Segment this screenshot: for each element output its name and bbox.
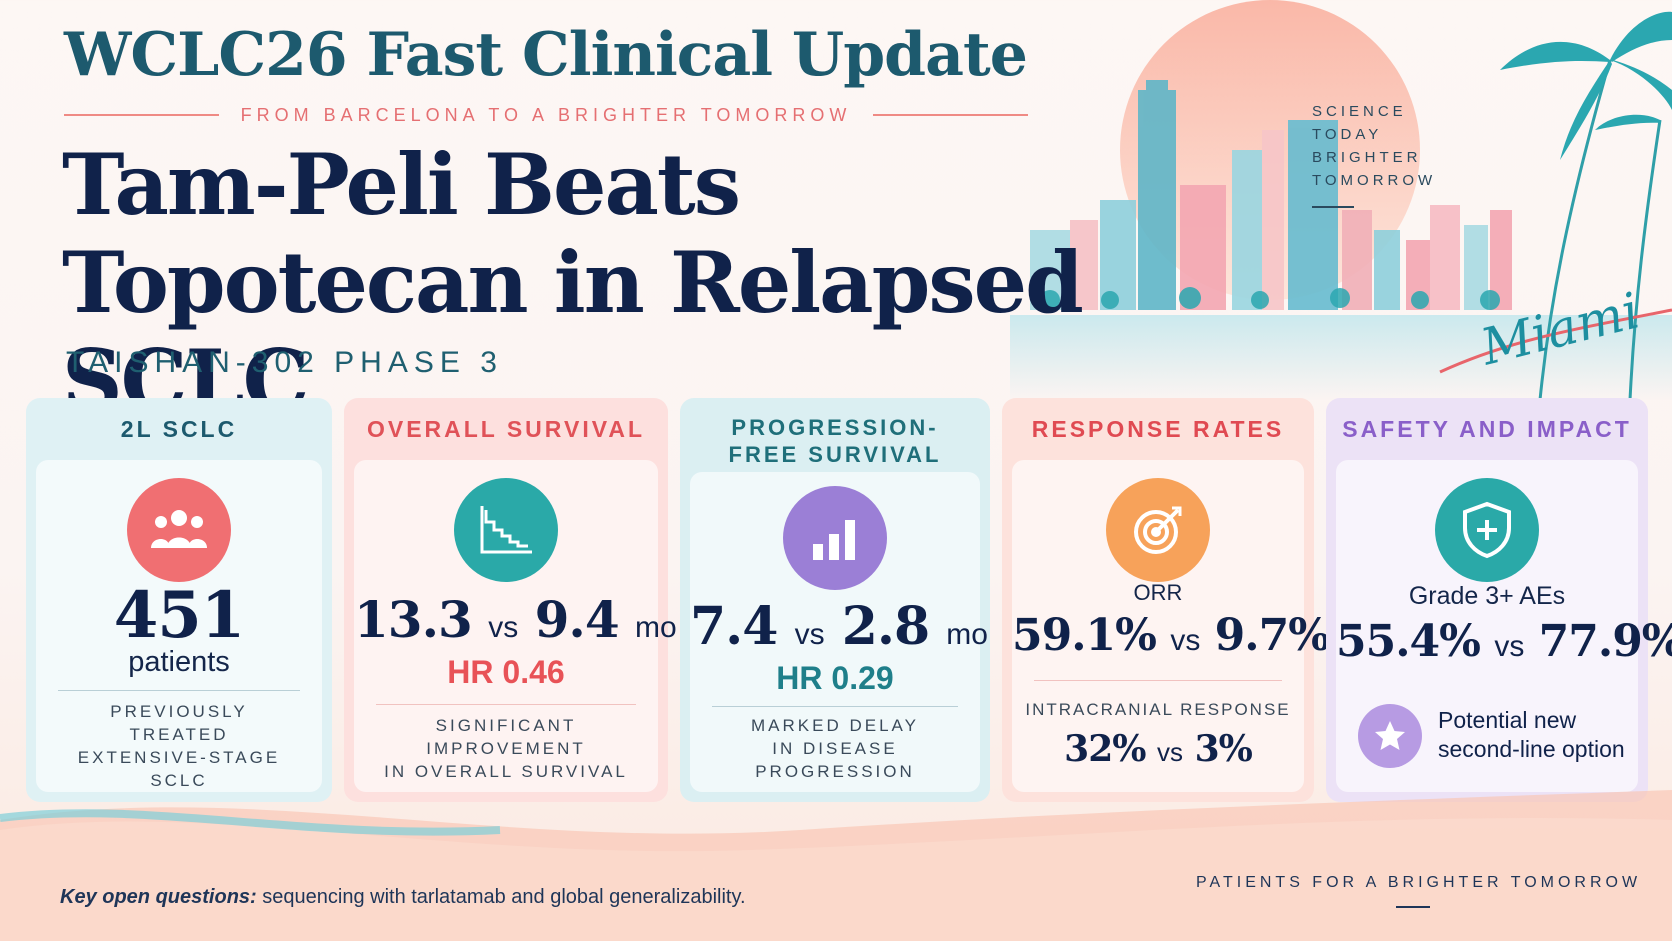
os-control: 9.4 [534, 590, 620, 649]
os-treatment: 13.3 [354, 590, 473, 649]
orr-label: ORR [1133, 580, 1183, 605]
tagline-rule [1312, 206, 1354, 208]
footer-tagline: PATIENTS FOR A BRIGHTER TOMORROW [1196, 874, 1642, 891]
star-icon [1358, 704, 1422, 768]
orr-values: 59.1% vs 9.7% [1012, 610, 1330, 661]
note-line: SIGNIFICANT [435, 716, 577, 735]
miami-skyline-illustration [1010, 0, 1672, 400]
tagline-line: BRIGHTER [1312, 149, 1422, 166]
intracranial-values: 32% vs 3% [1012, 728, 1304, 770]
divider [376, 704, 636, 705]
impact-line: Potential new [1438, 707, 1577, 733]
intracranial-treatment: 32% [1064, 728, 1146, 770]
unit-label: mo [946, 618, 988, 651]
tagline-bar: FROM BARCELONA TO A BRIGHTER TOMORROW [64, 104, 1029, 126]
bar-chart-icon [783, 486, 887, 590]
card-body: ORR 59.1% vs 9.7% INTRACRANIAL RESPONSE … [1012, 460, 1330, 792]
orr-control: 9.7% [1214, 610, 1330, 661]
unit-label: mo [635, 611, 677, 644]
card-title: SAFETY AND IMPACT [1342, 416, 1632, 442]
shield-icon [1435, 478, 1539, 582]
science-tagline: SCIENCE TODAY BRIGHTER TOMORROW [1312, 100, 1436, 208]
card-body: 13.3 vs 9.4 mo HR 0.46 SIGNIFICANT IMPRO… [354, 460, 677, 792]
intracranial-label: INTRACRANIAL RESPONSE [1025, 700, 1291, 719]
target-icon [1106, 478, 1210, 582]
card-safety-impact: SAFETY AND IMPACT Grade 3+ AEs 55.4% vs … [1326, 398, 1672, 802]
card-title: PROGRESSION-FREE SURVIVAL [728, 415, 942, 467]
tagline-text: FROM BARCELONA TO A BRIGHTER TOMORROW [240, 104, 852, 125]
questions-text: sequencing with tarlatamab and global ge… [256, 886, 746, 908]
divider [712, 706, 958, 707]
card-title: OVERALL SURVIVAL [366, 416, 646, 442]
note-line: SCLC [150, 771, 208, 790]
hazard-ratio: HR 0.46 [447, 654, 565, 690]
tagline-rule-right [873, 114, 1029, 116]
note-line: IN OVERALL SURVIVAL [384, 762, 628, 781]
pfs-values: 7.4 vs 2.8 mo [690, 596, 988, 657]
patient-unit: patients [128, 646, 230, 678]
tagline-rule-left [64, 114, 219, 116]
divider [1034, 680, 1282, 681]
tagline-line: TODAY [1312, 126, 1383, 143]
divider [58, 690, 300, 691]
card-note: MARKED DELAY IN DISEASE PROGRESSION [700, 714, 970, 783]
ae-label: Grade 3+ AEs [1408, 582, 1566, 610]
note-line: TREATED [129, 725, 229, 744]
vs-label: vs [794, 618, 825, 651]
card-body: 7.4 vs 2.8 mo HR 0.29 MARKED DELAY IN DI… [690, 472, 988, 792]
headline: Tam-Peli Beats Topotecan in Relapsed SCL… [62, 135, 1084, 430]
card-response-rates: RESPONSE RATES ORR 59.1% vs 9.7% INTRACR… [1002, 398, 1330, 802]
intracranial-control: 3% [1194, 728, 1253, 770]
ae-values: 55.4% vs 77.9% [1336, 616, 1672, 667]
hazard-ratio: HR 0.29 [776, 660, 894, 696]
note-line: PROGRESSION [755, 762, 915, 781]
bottom-wave-decoration [0, 790, 1672, 941]
orr-treatment: 59.1% [1012, 610, 1157, 661]
note-line: EXTENSIVE-STAGE [77, 748, 281, 767]
card-title: 2L SCLC [120, 416, 238, 442]
card-title: RESPONSE RATES [1031, 416, 1285, 442]
card-body: Grade 3+ AEs 55.4% vs 77.9% Potential ne… [1336, 460, 1672, 792]
trial-name: TAISHAN-302 PHASE 3 [66, 346, 503, 379]
event-title: WCLC26 Fast Clinical Update [64, 20, 1028, 90]
card-2l-sclc: 2L SCLC 451 patients PREVIOUSLY TREATED … [26, 398, 332, 802]
card-overall-survival: OVERALL SURVIVAL 13.3 vs 9.4 mo HR 0.46 … [344, 398, 677, 802]
impact-text: Potential new second-line option [1438, 706, 1625, 764]
card-note: SIGNIFICANT IMPROVEMENT IN OVERALL SURVI… [364, 714, 648, 783]
note-line: IMPROVEMENT [426, 739, 586, 758]
note-line: PREVIOUSLY [110, 702, 248, 721]
ae-control: 77.9% [1538, 616, 1672, 667]
ae-treatment: 55.4% [1336, 616, 1481, 667]
footer-rule [1396, 906, 1430, 908]
questions-label: Key open questions: [60, 886, 257, 908]
pfs-treatment: 7.4 [690, 596, 778, 657]
vs-label: vs [1170, 624, 1201, 657]
os-values: 13.3 vs 9.4 mo [354, 590, 677, 649]
patient-count: 451 [113, 578, 246, 653]
tagline-line: TOMORROW [1312, 172, 1437, 189]
card-progression-free-survival: PROGRESSION-FREE SURVIVAL 7.4 vs 2.8 mo … [680, 398, 990, 802]
card-note: PREVIOUSLY TREATED EXTENSIVE-STAGE SCLC [46, 700, 312, 792]
open-questions: Key open questions: sequencing with tarl… [60, 886, 746, 909]
vs-label: vs [1157, 737, 1184, 767]
note-line: IN DISEASE [772, 739, 898, 758]
tagline-line: SCIENCE [1312, 103, 1407, 120]
vs-label: vs [1494, 630, 1525, 663]
survival-curve-icon [454, 478, 558, 582]
impact-line: second-line option [1438, 736, 1625, 762]
card-body: 451 patients PREVIOUSLY TREATED EXTENSIV… [36, 460, 322, 792]
pfs-control: 2.8 [841, 596, 930, 657]
patients-icon [127, 478, 231, 582]
note-line: MARKED DELAY [751, 716, 919, 735]
vs-label: vs [488, 611, 519, 644]
